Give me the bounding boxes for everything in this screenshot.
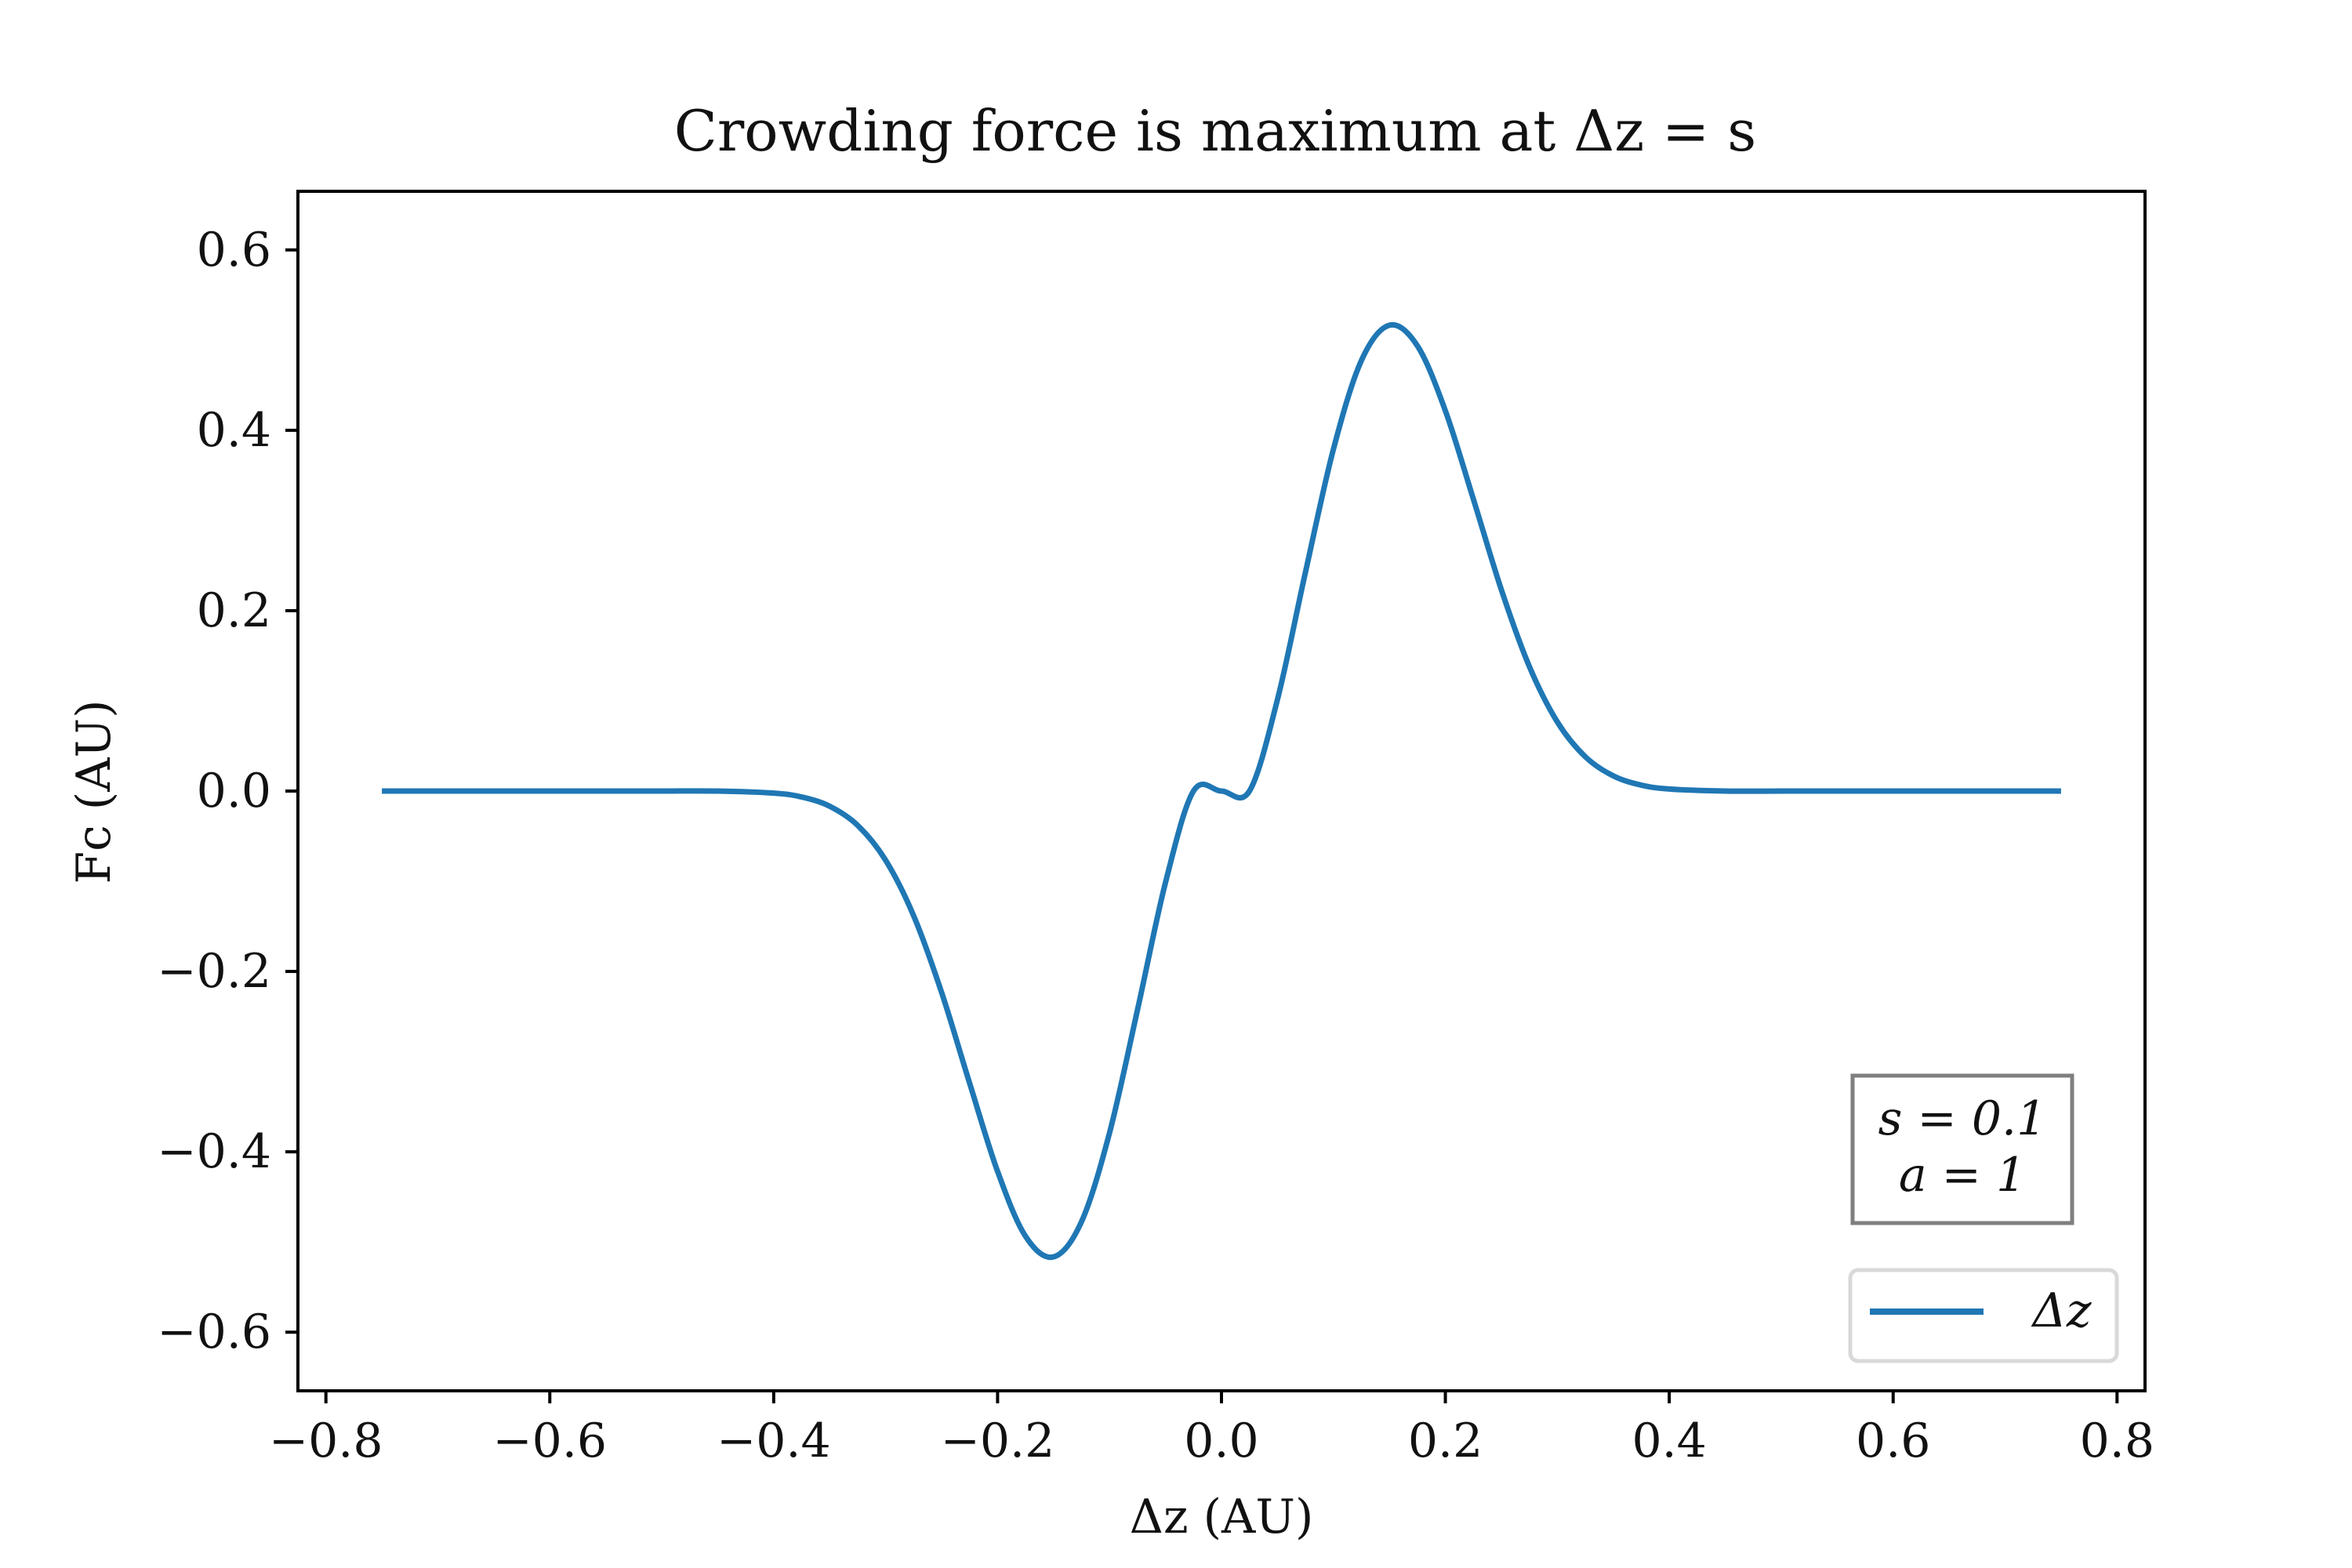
- annotation-line-a: a = 1: [1899, 1148, 2026, 1203]
- x-tick-label: 0.8: [2080, 1414, 2154, 1468]
- annotation-line-s: s = 0.1: [1878, 1091, 2047, 1146]
- x-tick-label: 0.2: [1408, 1414, 1483, 1468]
- series-line: [382, 321, 2061, 1261]
- y-tick-label: −0.2: [157, 944, 271, 999]
- x-tick-label: −0.6: [492, 1414, 607, 1468]
- x-tick-label: 0.4: [1632, 1414, 1706, 1468]
- y-tick-label: 0.2: [197, 583, 271, 638]
- legend-entry-label: Δz: [2031, 1283, 2092, 1338]
- x-axis-label-text: Δz (AU): [1130, 1490, 1314, 1544]
- x-tick-label: 0.6: [1856, 1414, 1930, 1468]
- x-tick-label: −0.8: [269, 1414, 383, 1468]
- y-tick-label: 0.6: [197, 223, 271, 278]
- annotation-box: [1850, 1073, 2074, 1225]
- x-tick-label: −0.4: [717, 1414, 831, 1468]
- y-axis-label-text: Fc (AU): [67, 699, 122, 884]
- y-axis-label: Fc (AU): [67, 699, 122, 884]
- x-tick-label: 0.0: [1184, 1414, 1258, 1468]
- parameter-annotation: s = 0.1 a = 1: [1850, 1073, 2074, 1225]
- y-axis-ticks: −0.6 −0.4 −0.2 0.0 0.2 0.4 0.6: [157, 223, 298, 1359]
- chart-title: Crowding force is maximum at Δz = s: [674, 98, 1756, 164]
- y-tick-label: 0.4: [197, 403, 271, 458]
- x-axis-label: Δz (AU): [1130, 1490, 1314, 1544]
- y-tick-label: −0.4: [157, 1124, 271, 1179]
- y-tick-label: −0.6: [157, 1305, 271, 1359]
- x-axis-ticks: −0.8 −0.6 −0.4 −0.2 0.0 0.2 0.4 0.6 0.8: [269, 1391, 2154, 1468]
- legend: Δz: [1848, 1268, 2119, 1363]
- y-tick-label: 0.0: [197, 764, 271, 818]
- x-tick-label: −0.2: [941, 1414, 1055, 1468]
- series-group: [382, 321, 2061, 1261]
- legend-box: [1848, 1268, 2119, 1363]
- chart-title-text: Crowding force is maximum at Δz = s: [674, 98, 1756, 164]
